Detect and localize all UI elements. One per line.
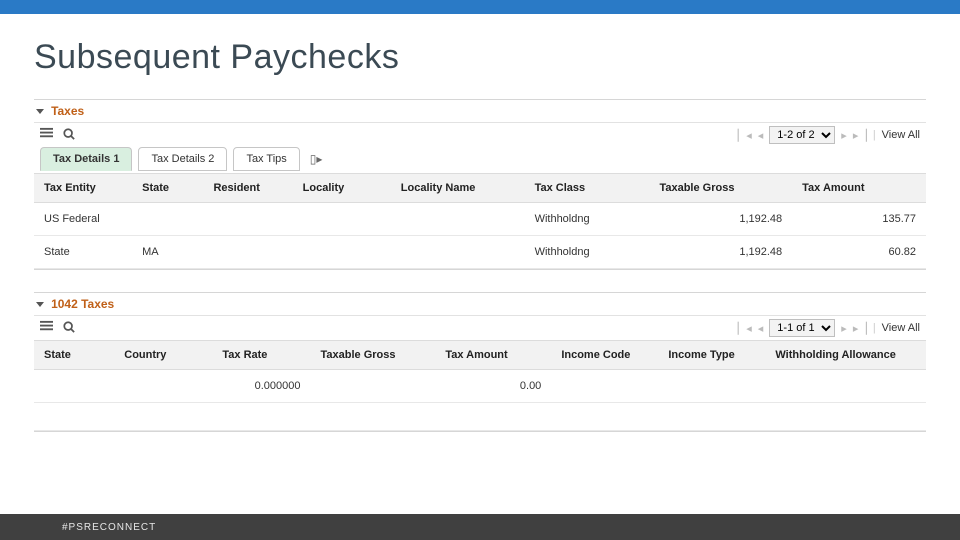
cell: Withholdng bbox=[525, 203, 650, 236]
taxes-title: Taxes bbox=[51, 104, 84, 118]
cell bbox=[114, 370, 212, 403]
cell: 1,192.48 bbox=[649, 236, 792, 269]
cell bbox=[34, 370, 114, 403]
footer-hashtag: #PSRECONNECT bbox=[62, 522, 156, 533]
col-tax-amount: Tax Amount bbox=[792, 174, 926, 203]
chevron-down-icon bbox=[36, 109, 44, 114]
next-page-icon[interactable]: ▸ bbox=[841, 129, 847, 142]
t1042-title: 1042 Taxes bbox=[51, 297, 114, 311]
last-page-icon[interactable]: ▸▕ bbox=[853, 322, 867, 335]
col-tax-class: Tax Class bbox=[525, 174, 650, 203]
chevron-down-icon bbox=[36, 302, 44, 307]
table-header-row: Tax Entity State Resident Locality Local… bbox=[34, 174, 926, 203]
cell: 0.00 bbox=[435, 370, 551, 403]
taxes-section: Taxes ▏◂ ◂ 1-2 of 2 ▸ ▸▕ | View Al bbox=[34, 99, 926, 270]
col-state: State bbox=[34, 341, 114, 370]
prev-page-icon[interactable]: ◂ bbox=[758, 129, 764, 142]
table-row: 0.000000 0.00 bbox=[34, 370, 926, 403]
col-income-type: Income Type bbox=[658, 341, 765, 370]
page-range-select[interactable]: 1-2 of 2 bbox=[769, 126, 835, 144]
cell: 0.000000 bbox=[212, 370, 310, 403]
cell: 135.77 bbox=[792, 203, 926, 236]
grid-settings-icon[interactable] bbox=[40, 127, 53, 143]
col-locality-name: Locality Name bbox=[391, 174, 525, 203]
col-tax-entity: Tax Entity bbox=[34, 174, 132, 203]
cell bbox=[293, 203, 391, 236]
cell: 1,192.48 bbox=[649, 203, 792, 236]
tab-tax-details-2[interactable]: Tax Details 2 bbox=[138, 147, 227, 171]
search-icon[interactable] bbox=[63, 128, 75, 143]
taxes-table: Tax Entity State Resident Locality Local… bbox=[34, 173, 926, 269]
taxes-pager: ▏◂ ◂ 1-2 of 2 ▸ ▸▕ | View All bbox=[738, 126, 920, 144]
col-locality: Locality bbox=[293, 174, 391, 203]
table-row bbox=[34, 403, 926, 431]
col-withholding-allowance: Withholding Allowance bbox=[765, 341, 926, 370]
cell bbox=[293, 236, 391, 269]
search-icon[interactable] bbox=[63, 321, 75, 336]
cell bbox=[203, 203, 292, 236]
taxes-toolbar: ▏◂ ◂ 1-2 of 2 ▸ ▸▕ | View All bbox=[34, 122, 926, 147]
view-all-link[interactable]: View All bbox=[882, 129, 920, 141]
t1042-header[interactable]: 1042 Taxes bbox=[34, 293, 926, 315]
page-title: Subsequent Paychecks bbox=[34, 38, 926, 77]
col-country: Country bbox=[114, 341, 212, 370]
accent-bar bbox=[0, 0, 960, 14]
taxes-tabs: Tax Details 1 Tax Details 2 Tax Tips ▯▸ bbox=[34, 147, 926, 173]
taxes-header[interactable]: Taxes bbox=[34, 100, 926, 122]
t1042-toolbar: ▏◂ ◂ 1-1 of 1 ▸ ▸▕ | View All bbox=[34, 315, 926, 340]
cell: 60.82 bbox=[792, 236, 926, 269]
first-page-icon[interactable]: ▏◂ bbox=[738, 322, 752, 335]
t1042-table: State Country Tax Rate Taxable Gross Tax… bbox=[34, 340, 926, 431]
cell bbox=[310, 370, 435, 403]
page-range-select[interactable]: 1-1 of 1 bbox=[769, 319, 835, 337]
table-row: State MA Withholdng 1,192.48 60.82 bbox=[34, 236, 926, 269]
col-tax-rate: Tax Rate bbox=[212, 341, 310, 370]
cell: State bbox=[34, 236, 132, 269]
cell: US Federal bbox=[34, 203, 132, 236]
cell: MA bbox=[132, 236, 203, 269]
cell bbox=[132, 203, 203, 236]
t1042-section: 1042 Taxes ▏◂ ◂ 1-1 of 1 ▸ ▸▕ | Vi bbox=[34, 292, 926, 432]
cell bbox=[391, 203, 525, 236]
cell bbox=[765, 370, 926, 403]
col-state: State bbox=[132, 174, 203, 203]
divider: | bbox=[873, 129, 876, 141]
grid-settings-icon[interactable] bbox=[40, 320, 53, 336]
col-income-code: Income Code bbox=[551, 341, 658, 370]
cell: Withholdng bbox=[525, 236, 650, 269]
cell bbox=[391, 236, 525, 269]
tab-tax-tips[interactable]: Tax Tips bbox=[233, 147, 299, 171]
last-page-icon[interactable]: ▸▕ bbox=[853, 129, 867, 142]
cell bbox=[203, 236, 292, 269]
first-page-icon[interactable]: ▏◂ bbox=[738, 129, 752, 142]
prev-page-icon[interactable]: ◂ bbox=[758, 322, 764, 335]
footer-bar: #PSRECONNECT bbox=[0, 514, 960, 540]
cell bbox=[658, 370, 765, 403]
view-all-link[interactable]: View All bbox=[882, 322, 920, 334]
col-tax-amount: Tax Amount bbox=[435, 341, 551, 370]
t1042-pager: ▏◂ ◂ 1-1 of 1 ▸ ▸▕ | View All bbox=[738, 319, 920, 337]
col-taxable-gross: Taxable Gross bbox=[310, 341, 435, 370]
table-header-row: State Country Tax Rate Taxable Gross Tax… bbox=[34, 341, 926, 370]
cell bbox=[551, 370, 658, 403]
tab-tax-details-1[interactable]: Tax Details 1 bbox=[40, 147, 132, 171]
table-row: US Federal Withholdng 1,192.48 135.77 bbox=[34, 203, 926, 236]
next-page-icon[interactable]: ▸ bbox=[841, 322, 847, 335]
show-all-tabs-icon[interactable]: ▯▸ bbox=[306, 152, 327, 166]
divider: | bbox=[873, 322, 876, 334]
col-resident: Resident bbox=[203, 174, 292, 203]
col-taxable-gross: Taxable Gross bbox=[649, 174, 792, 203]
